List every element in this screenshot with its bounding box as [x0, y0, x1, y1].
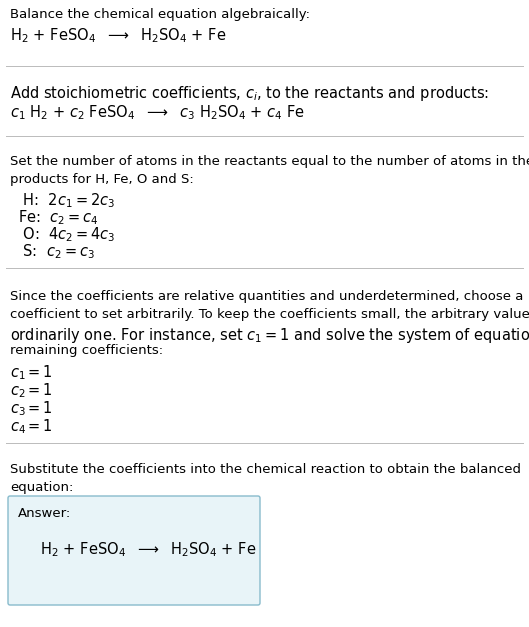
Text: Answer:: Answer:: [18, 507, 71, 520]
Text: products for H, Fe, O and S:: products for H, Fe, O and S:: [10, 173, 194, 186]
Text: H$_2$ + FeSO$_4$  $\longrightarrow$  H$_2$SO$_4$ + Fe: H$_2$ + FeSO$_4$ $\longrightarrow$ H$_2$…: [40, 540, 257, 559]
Text: Balance the chemical equation algebraically:: Balance the chemical equation algebraica…: [10, 8, 310, 21]
Text: H:  $2 c_1 = 2 c_3$: H: $2 c_1 = 2 c_3$: [18, 191, 115, 209]
Text: S:  $c_2 = c_3$: S: $c_2 = c_3$: [18, 242, 95, 261]
FancyBboxPatch shape: [8, 496, 260, 605]
Text: $c_4 = 1$: $c_4 = 1$: [10, 417, 53, 436]
Text: $c_1$ H$_2$ + $c_2$ FeSO$_4$  $\longrightarrow$  $c_3$ H$_2$SO$_4$ + $c_4$ Fe: $c_1$ H$_2$ + $c_2$ FeSO$_4$ $\longright…: [10, 103, 305, 122]
Text: Fe:  $c_2 = c_4$: Fe: $c_2 = c_4$: [18, 208, 98, 227]
Text: remaining coefficients:: remaining coefficients:: [10, 344, 163, 357]
Text: coefficient to set arbitrarily. To keep the coefficients small, the arbitrary va: coefficient to set arbitrarily. To keep …: [10, 308, 529, 321]
Text: H$_2$ + FeSO$_4$  $\longrightarrow$  H$_2$SO$_4$ + Fe: H$_2$ + FeSO$_4$ $\longrightarrow$ H$_2$…: [10, 26, 226, 45]
Text: Substitute the coefficients into the chemical reaction to obtain the balanced: Substitute the coefficients into the che…: [10, 463, 521, 476]
Text: O:  $4 c_2 = 4 c_3$: O: $4 c_2 = 4 c_3$: [18, 225, 116, 244]
Text: $c_3 = 1$: $c_3 = 1$: [10, 399, 53, 418]
Text: $c_2 = 1$: $c_2 = 1$: [10, 381, 53, 399]
Text: Add stoichiometric coefficients, $c_i$, to the reactants and products:: Add stoichiometric coefficients, $c_i$, …: [10, 84, 489, 103]
Text: $c_1 = 1$: $c_1 = 1$: [10, 363, 53, 382]
Text: Since the coefficients are relative quantities and underdetermined, choose a: Since the coefficients are relative quan…: [10, 290, 523, 303]
Text: Set the number of atoms in the reactants equal to the number of atoms in the: Set the number of atoms in the reactants…: [10, 155, 529, 168]
Text: ordinarily one. For instance, set $c_1 = 1$ and solve the system of equations fo: ordinarily one. For instance, set $c_1 =…: [10, 326, 529, 345]
Text: equation:: equation:: [10, 481, 74, 494]
